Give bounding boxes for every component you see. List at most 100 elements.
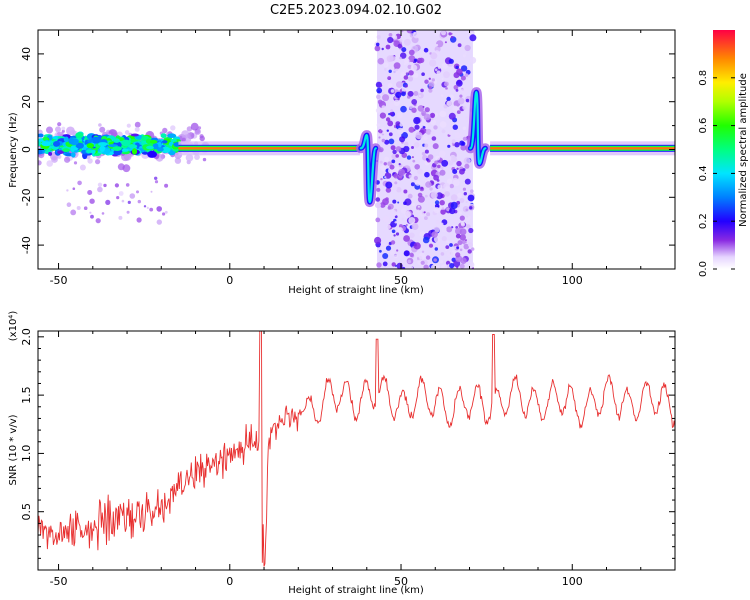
- scatter-speckle: [449, 183, 454, 189]
- scatter-speckle: [459, 228, 467, 236]
- scatter-speckle: [435, 43, 439, 47]
- scatter-speckle: [465, 200, 468, 204]
- noise-outlier: [164, 183, 169, 188]
- scatter-speckle: [383, 62, 389, 68]
- scatter-speckle: [430, 131, 435, 136]
- noise-halo: [61, 129, 65, 133]
- scatter-speckle: [441, 159, 449, 167]
- carrier-peak: [490, 147, 675, 150]
- noise-blob: [128, 144, 138, 149]
- noise-halo: [99, 126, 106, 133]
- scatter-speckle: [393, 68, 401, 76]
- scatter-speckle: [462, 136, 467, 141]
- scatter-speckle: [395, 146, 402, 152]
- scatter-speckle: [399, 122, 404, 127]
- scatter-speckle: [428, 243, 434, 248]
- scatter-speckle: [393, 166, 399, 172]
- scatter-speckle: [424, 171, 430, 178]
- scatter-speckle: [432, 143, 439, 150]
- noise-halo: [134, 121, 141, 128]
- scatter-speckle: [443, 71, 450, 79]
- scatter-speckle: [404, 38, 411, 46]
- colorbar-tick-label: 0.4: [698, 165, 709, 181]
- scatter-speckle: [409, 232, 415, 239]
- noise-blob: [146, 138, 151, 144]
- scatter-speckle: [401, 30, 404, 33]
- scatter-speckle: [388, 69, 392, 74]
- noise-blob: [149, 139, 158, 144]
- scatter-speckle: [417, 168, 423, 175]
- scatter-speckle: [467, 261, 475, 269]
- noise-outlier: [156, 206, 162, 212]
- noise-blob: [121, 148, 129, 152]
- scatter-speckle: [384, 139, 390, 145]
- scatter-speckle: [457, 43, 462, 48]
- scatter-speckle: [439, 110, 447, 118]
- scatter-speckle: [386, 144, 389, 147]
- scatter-speckle: [453, 85, 459, 90]
- scatter-speckle: [420, 88, 424, 93]
- y-tick-label: 0: [20, 146, 33, 153]
- scatter-speckle: [434, 68, 438, 71]
- scatter-speckle: [417, 205, 420, 208]
- scatter-speckle: [441, 264, 448, 269]
- scatter-speckle: [453, 246, 457, 250]
- scatter-speckle: [431, 78, 435, 82]
- scatter-speckle: [401, 217, 404, 221]
- scatter-speckle: [389, 164, 395, 170]
- scatter-speckle: [439, 222, 444, 227]
- scatter-speckle: [381, 130, 386, 134]
- noise-halo: [79, 164, 86, 171]
- scatter-speckle: [468, 227, 474, 234]
- scatter-speckle: [421, 250, 425, 253]
- scatter-speckle: [388, 132, 393, 137]
- scatter-speckle: [398, 163, 401, 166]
- noise-blob: [86, 143, 95, 149]
- scatter-speckle: [391, 153, 398, 160]
- scatter-speckle: [435, 155, 440, 161]
- scatter-speckle: [404, 141, 409, 147]
- noise-halo: [124, 130, 130, 135]
- noise-outlier: [90, 214, 94, 219]
- x-tick-label: 0: [226, 274, 233, 287]
- scatter-speckle: [400, 71, 406, 77]
- noise-outlier: [66, 189, 69, 192]
- scatter-speckle: [387, 76, 390, 79]
- scatter-speckle: [420, 186, 424, 190]
- scatter-speckle: [388, 138, 395, 145]
- noise-blob: [147, 150, 158, 158]
- scatter-speckle: [412, 159, 416, 163]
- scatter-speckle: [458, 211, 462, 215]
- noise-blob: [160, 133, 167, 139]
- scatter-speckle: [469, 56, 477, 64]
- noise-blob: [130, 133, 139, 137]
- scatter-speckle: [419, 212, 425, 217]
- noise-outlier: [87, 190, 93, 195]
- scatter-speckle: [393, 99, 400, 107]
- scatter-speckle: [462, 126, 467, 131]
- scatter-speckle: [374, 202, 382, 209]
- scatter-speckle: [380, 165, 387, 171]
- scatter-speckle: [425, 157, 429, 161]
- scatter-speckle: [417, 195, 425, 203]
- scatter-speckle: [433, 226, 440, 233]
- noise-blob: [167, 133, 177, 138]
- y-tick-label: 40: [20, 47, 33, 61]
- x-tick-label: -50: [50, 575, 68, 588]
- scatter-speckle: [381, 127, 385, 131]
- scatter-speckle: [433, 207, 440, 214]
- scatter-speckle: [405, 84, 408, 88]
- scatter-speckle: [459, 140, 465, 146]
- scatter-speckle: [393, 234, 396, 237]
- scatter-speckle: [377, 99, 383, 105]
- scatter-speckle: [375, 108, 381, 113]
- noise-outlier: [127, 200, 131, 204]
- snr-frame: [37, 330, 676, 571]
- noise-blob: [38, 149, 43, 155]
- scatter-speckle: [389, 101, 395, 108]
- scatter-speckle: [435, 220, 440, 225]
- scatter-speckle: [417, 192, 423, 198]
- scatter-speckle: [425, 128, 432, 135]
- scatter-speckle: [411, 156, 414, 159]
- scatter-speckle: [415, 180, 421, 186]
